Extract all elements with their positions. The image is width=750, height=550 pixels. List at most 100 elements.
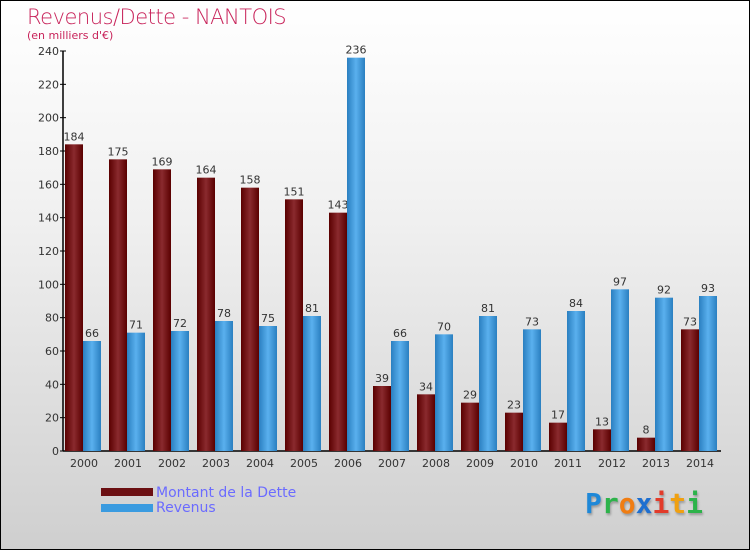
x-tick-label: 2007 [378,457,406,470]
data-label: 164 [196,164,217,177]
data-label: 75 [261,312,275,325]
y-tick-label: 240 [38,45,59,58]
data-label: 72 [173,317,187,330]
bar-revenus [259,326,277,451]
chart-subtitle: (en milliers d'€) [27,29,114,42]
x-tick-label: 2009 [466,457,494,470]
data-label: 84 [569,297,583,310]
data-label: 73 [683,315,697,328]
logo-letter: P [585,487,602,520]
data-label: 175 [108,145,129,158]
data-label: 17 [551,409,565,422]
data-label: 13 [595,415,609,428]
x-tick-label: 2011 [554,457,582,470]
y-tick-label: 200 [38,112,59,125]
data-label: 34 [419,380,433,393]
bar-dette [373,386,391,451]
x-tick-label: 2002 [158,457,186,470]
y-tick-label: 0 [52,445,59,458]
chart-title: Revenus/Dette - NANTOIS [27,5,287,29]
data-label: 169 [152,155,173,168]
logo-letter: t [669,487,687,520]
logo-letter: i [686,487,704,520]
legend-swatch-revenus [101,504,153,512]
data-label: 151 [284,185,305,198]
bar-revenus [699,296,717,451]
x-tick-label: 2004 [246,457,274,470]
x-tick-label: 2014 [686,457,714,470]
y-tick-label: 20 [45,412,59,425]
data-label: 143 [328,199,349,212]
y-tick-label: 140 [38,212,59,225]
bar-dette [505,412,523,451]
data-label: 23 [507,399,521,412]
x-tick-label: 2013 [642,457,670,470]
y-tick-label: 80 [45,312,59,325]
y-tick-label: 120 [38,245,59,258]
data-label: 236 [346,44,367,57]
data-label: 73 [525,315,539,328]
data-label: 81 [481,302,495,315]
data-label: 71 [129,319,143,332]
data-label: 70 [437,320,451,333]
y-tick-label: 180 [38,145,59,158]
bar-revenus [655,297,673,451]
data-label: 81 [305,302,319,315]
legend-label-revenus: Revenus [156,500,216,516]
bar-revenus [171,331,189,451]
bar-dette [681,329,699,451]
bar-revenus [215,321,233,451]
bar-revenus [83,341,101,451]
logo-letter: i [652,487,670,520]
bar-revenus [479,316,497,451]
data-label: 8 [643,424,650,437]
bar-dette [285,199,303,451]
bar-dette [461,402,479,451]
x-tick-label: 2000 [70,457,98,470]
logo-letter: x [635,487,653,520]
data-label: 66 [393,327,407,340]
x-tick-label: 2010 [510,457,538,470]
legend-label-dette: Montant de la Dette [156,485,297,501]
bar-dette [65,144,83,452]
bar-dette [153,169,171,452]
bar-dette [549,422,567,451]
bar-dette [417,394,435,451]
bar-revenus [567,311,585,451]
x-tick-label: 2006 [334,457,362,470]
data-label: 93 [701,282,715,295]
data-label: 92 [657,284,671,297]
bar-revenus [347,57,365,452]
bar-dette [329,212,347,451]
data-label: 184 [64,130,85,143]
bar-revenus [611,289,629,451]
y-tick-label: 60 [45,345,59,358]
data-label: 158 [240,174,261,187]
logo-letter: r [601,487,619,520]
bar-dette [637,437,655,451]
y-tick-label: 100 [38,278,59,291]
data-label: 39 [375,372,389,385]
y-tick-label: 40 [45,378,59,391]
data-label: 78 [217,307,231,320]
data-label: 29 [463,389,477,402]
bar-revenus [523,329,541,451]
x-tick-label: 2001 [114,457,142,470]
bar-revenus [435,334,453,451]
y-tick-label: 160 [38,178,59,191]
x-tick-label: 2003 [202,457,230,470]
x-tick-label: 2012 [598,457,626,470]
y-tick-label: 220 [38,78,59,91]
x-tick-label: 2008 [422,457,450,470]
bar-revenus [303,316,321,451]
logo-letter: o [618,487,636,520]
data-label: 66 [85,327,99,340]
x-tick-label: 2005 [290,457,318,470]
bar-dette [197,177,215,451]
bar-revenus [127,332,145,451]
proxiti-logo: Proxiti [585,487,703,520]
bar-dette [241,187,259,451]
legend-swatch-dette [101,488,153,496]
